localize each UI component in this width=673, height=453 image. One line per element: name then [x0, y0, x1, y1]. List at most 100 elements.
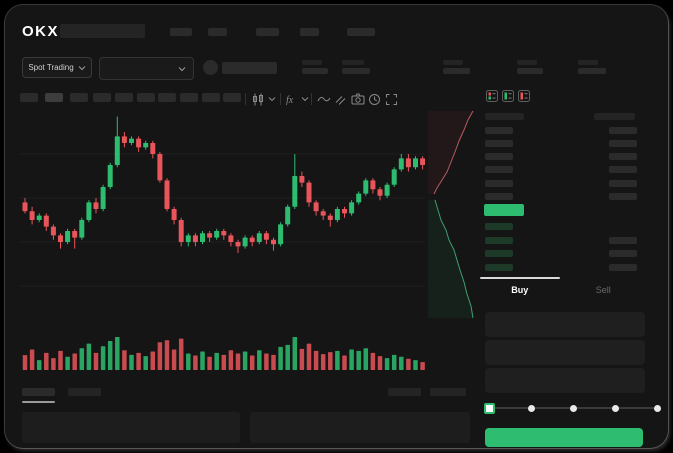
book-asks-icon[interactable] — [518, 90, 530, 102]
ask-price-placeholder[interactable] — [485, 180, 513, 187]
tab-buy[interactable]: Buy — [511, 285, 529, 295]
timeframe-button[interactable] — [93, 93, 111, 102]
ask-price-placeholder[interactable] — [485, 153, 513, 160]
total-input-placeholder[interactable] — [485, 368, 645, 393]
bid-price-placeholder[interactable] — [485, 223, 513, 230]
slider-step-dot[interactable] — [611, 404, 619, 412]
bottom-action-placeholder[interactable] — [388, 388, 421, 396]
candle-body — [413, 158, 418, 168]
volume-bar — [100, 346, 106, 370]
camera-icon[interactable] — [351, 92, 365, 106]
timeframe-button[interactable] — [158, 93, 176, 102]
wave-indicator-icon[interactable] — [317, 92, 331, 106]
volume-bar — [399, 356, 404, 370]
candle-body — [114, 136, 120, 165]
candle-body — [107, 165, 113, 187]
bottom-tab-placeholder[interactable] — [68, 388, 101, 396]
slider-step-dot[interactable] — [527, 404, 535, 412]
candle-body — [79, 220, 85, 238]
bottom-tab-placeholder[interactable] — [22, 388, 55, 396]
ask-price-placeholder[interactable] — [485, 127, 513, 134]
bid-price-placeholder[interactable] — [485, 250, 513, 257]
candle-body — [86, 202, 92, 220]
candle-body — [164, 180, 170, 209]
candle-body — [221, 231, 227, 236]
volume-bar — [221, 354, 227, 370]
toolbar-divider — [245, 93, 246, 105]
history-clock-icon[interactable] — [368, 92, 381, 106]
nav-item-placeholder[interactable] — [170, 28, 192, 36]
volume-bar — [193, 355, 198, 370]
bid-price-placeholder[interactable] — [485, 264, 513, 271]
compare-icon[interactable] — [334, 92, 347, 106]
candle-body — [192, 235, 198, 242]
timeframe-button[interactable] — [180, 93, 198, 102]
timeframe-button[interactable] — [202, 93, 220, 102]
depth-profile — [428, 110, 474, 319]
timeframe-button[interactable] — [45, 93, 63, 102]
bid-amount-placeholder — [609, 250, 637, 257]
candle-body — [150, 143, 156, 154]
volume-bar — [285, 344, 290, 370]
candle-body — [207, 233, 213, 238]
last-price-highlight[interactable] — [484, 204, 524, 216]
volume-bar — [377, 356, 383, 370]
market-type-selector[interactable]: Spot Trading — [22, 57, 92, 78]
fx-indicator-icon[interactable]: fx — [285, 92, 299, 106]
nav-item-placeholder[interactable] — [300, 28, 319, 36]
book-bids-icon[interactable] — [502, 90, 514, 102]
nav-item-placeholder[interactable] — [256, 28, 279, 36]
book-split-icon[interactable] — [486, 90, 498, 102]
candle-body — [377, 189, 383, 196]
timeframe-button[interactable] — [137, 93, 155, 102]
candle-body — [384, 184, 390, 196]
price-input-placeholder[interactable] — [485, 312, 645, 337]
pair-name-placeholder — [222, 62, 277, 74]
candle-body — [271, 239, 276, 245]
nav-item-placeholder[interactable] — [208, 28, 227, 36]
chevron-down-icon[interactable] — [301, 92, 309, 106]
stat-value-placeholder — [342, 68, 370, 74]
tab-sell[interactable]: Sell — [595, 285, 611, 295]
bid-amount-placeholder — [609, 237, 637, 244]
pair-dropdown[interactable] — [99, 57, 194, 80]
ask-price-placeholder[interactable] — [485, 140, 513, 147]
slider-handle[interactable] — [483, 402, 495, 414]
fullscreen-icon[interactable] — [385, 92, 398, 106]
ask-price-placeholder[interactable] — [485, 193, 513, 200]
stat-label-placeholder — [517, 60, 537, 65]
svg-text:fx: fx — [286, 95, 294, 105]
candle-body — [22, 202, 28, 212]
bottom-action-placeholder[interactable] — [430, 388, 466, 396]
candle-body — [129, 138, 134, 143]
market-type-label: Spot Trading — [28, 63, 74, 72]
timeframe-button[interactable] — [115, 93, 133, 102]
candle-body — [327, 215, 333, 220]
stat-label-placeholder — [443, 60, 463, 65]
bid-price-placeholder[interactable] — [485, 237, 513, 244]
buy-submit-button[interactable] — [485, 428, 643, 447]
chevron-down-icon[interactable] — [268, 92, 276, 106]
volume-bar — [278, 346, 283, 370]
timeframe-button[interactable] — [20, 93, 38, 102]
nav-item-placeholder[interactable] — [347, 28, 375, 36]
timeframe-button[interactable] — [223, 93, 241, 102]
depth-asks-line — [433, 110, 474, 195]
volume-bar — [292, 337, 298, 370]
ask-price-placeholder[interactable] — [485, 166, 513, 173]
amount-input-placeholder[interactable] — [485, 340, 645, 365]
stat-value-placeholder — [517, 68, 543, 74]
candle-style-icon[interactable] — [251, 92, 265, 106]
ask-amount-placeholder — [609, 166, 637, 173]
candle-body — [263, 233, 269, 240]
timeframe-button[interactable] — [70, 93, 88, 102]
slider-step-dot[interactable] — [653, 404, 661, 412]
volume-bar — [420, 362, 425, 370]
volume-bar — [72, 353, 77, 370]
candlestick-chart[interactable] — [20, 110, 425, 330]
volume-bar — [306, 343, 312, 370]
candle-body — [50, 226, 56, 236]
candle-body — [342, 209, 347, 214]
candle-body — [405, 158, 411, 168]
slider-step-dot[interactable] — [569, 404, 577, 412]
